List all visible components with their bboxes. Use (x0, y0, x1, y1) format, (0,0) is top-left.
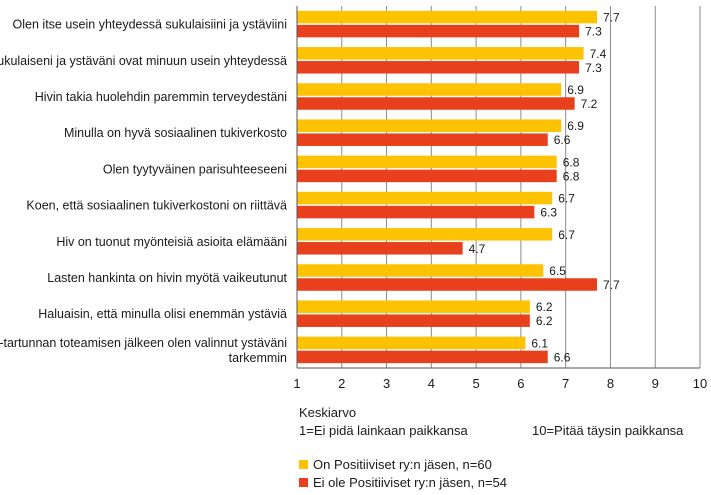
data-label: 6.2 (536, 300, 553, 314)
category-label: tarkemmin (229, 351, 287, 365)
x-tick-label: 9 (652, 376, 659, 391)
data-label: 7.7 (603, 278, 620, 292)
scale-title: Keskiarvo (299, 405, 357, 420)
legend-item-nonmembers: Ei ole Positiiviset ry:n jäsen, n=54 (299, 475, 507, 490)
x-tick-label: 1 (293, 376, 300, 391)
bar-nonmembers (297, 97, 575, 110)
scale-min-label: 1=Ei pidä lainkaan paikkansa (299, 423, 468, 438)
bar-members (297, 10, 598, 24)
category-label: Haluaisin, että minulla olisi enemmän ys… (38, 307, 287, 321)
category-label: Hiv-tartunnan toteamisen jälkeen olen va… (0, 336, 287, 350)
bar-nonmembers (297, 242, 463, 255)
bar-nonmembers (297, 169, 557, 183)
legend-label-nonmembers: Ei ole Positiiviset ry:n jäsen, n=54 (313, 475, 508, 490)
data-label: 6.5 (549, 264, 566, 278)
x-tick-label: 7 (562, 376, 569, 391)
data-label: 6.6 (554, 350, 571, 364)
bar-members (297, 300, 530, 313)
bar-members (297, 191, 553, 205)
scale-max-label: 10=Pitää täysin paikkansa (532, 423, 684, 438)
data-label: 6.1 (531, 336, 548, 350)
bar-nonmembers (297, 24, 580, 38)
data-label: 4.7 (469, 242, 486, 256)
x-tick-label: 4 (428, 376, 435, 391)
data-label: 6.3 (540, 206, 557, 220)
bar-members (297, 155, 557, 169)
legend-item-members: On Positiiviset ry:n jäsen, n=60 (299, 457, 492, 472)
data-label: 6.9 (567, 83, 584, 97)
x-tick-label: 8 (607, 376, 614, 391)
data-label: 6.8 (563, 169, 580, 183)
data-label: 6.6 (554, 133, 571, 147)
category-label: Hivin takia huolehdin paremmin terveydes… (35, 90, 287, 104)
category-label: Olen itse usein yhteydessä sukulaisiini … (13, 18, 287, 32)
x-tick-label: 6 (517, 376, 524, 391)
category-label: Hiv on tuonut myönteisiä asioita elämään… (56, 235, 287, 249)
data-label: 6.7 (558, 228, 575, 242)
bar-nonmembers (297, 278, 598, 291)
data-label: 7.2 (581, 97, 598, 111)
bar-members (297, 83, 562, 96)
data-label: 6.2 (536, 314, 553, 328)
data-label: 6.8 (563, 155, 580, 169)
category-label: Lasten hankinta on hivin myötä vaikeutun… (47, 271, 287, 285)
bar-nonmembers (297, 350, 548, 364)
category-label: Olen tyytyväinen parisuhteeseeni (103, 162, 287, 176)
data-label: 6.7 (558, 192, 575, 206)
category-label: Minulla on hyvä sosiaalinen tukiverkosto (64, 126, 287, 140)
x-tick-label: 5 (472, 376, 479, 391)
legend-swatch-nonmembers (299, 478, 308, 487)
bar-members (297, 336, 526, 350)
bar-nonmembers (297, 133, 548, 146)
data-label: 6.9 (567, 119, 584, 133)
legend-swatch-members (299, 460, 308, 469)
bar-nonmembers (297, 61, 580, 74)
category-label: Koen, että sosiaalinen tukiverkostoni on… (26, 199, 287, 213)
category-label: Sukulaiseni ja ystäväni ovat minuun usei… (0, 54, 287, 68)
data-label: 7.3 (585, 25, 602, 39)
x-tick-label: 2 (338, 376, 345, 391)
legend-label-members: On Positiiviset ry:n jäsen, n=60 (313, 457, 492, 472)
x-tick-label: 10 (693, 376, 707, 391)
bar-nonmembers (297, 205, 535, 219)
data-label: 7.4 (590, 47, 607, 61)
bar-nonmembers (297, 314, 530, 327)
bar-members (297, 119, 562, 132)
bar-members (297, 264, 544, 277)
x-tick-label: 3 (383, 376, 390, 391)
bar-members (297, 228, 553, 241)
data-label: 7.3 (585, 61, 602, 75)
data-label: 7.7 (603, 11, 620, 25)
bar-members (297, 47, 584, 60)
